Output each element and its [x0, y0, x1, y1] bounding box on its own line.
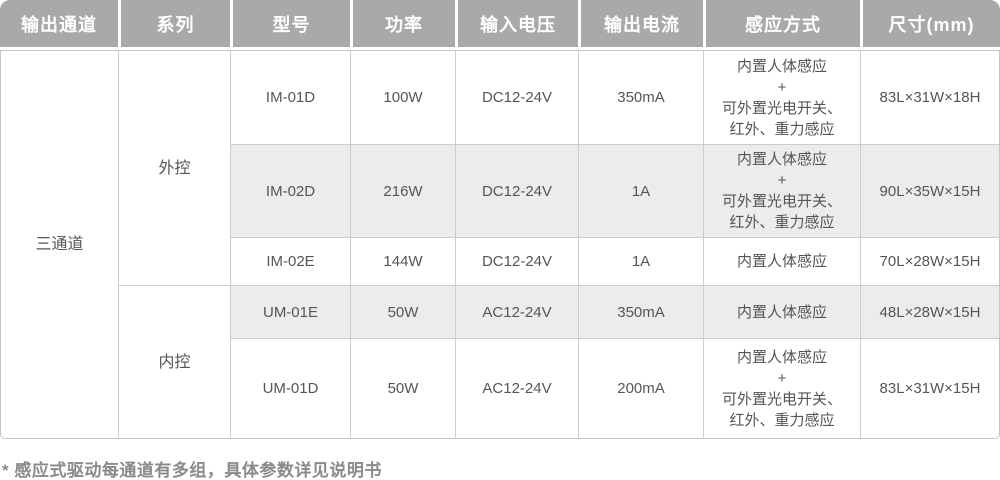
cell-series-external: 外控 [119, 51, 231, 286]
table-body: 三通道 外控 内控 IM-01D 100W DC12-24V 350mA 内置人… [0, 50, 1000, 439]
cell-power: 144W [351, 238, 456, 286]
cell-dimensions: 48L×28W×15H [861, 286, 999, 339]
header-cell-power: 功率 [350, 0, 455, 47]
cell-power: 50W [351, 339, 456, 438]
header-cell-sensing-mode: 感应方式 [703, 0, 860, 47]
cell-model: IM-01D [231, 51, 351, 145]
cell-model: UM-01D [231, 339, 351, 438]
cell-dimensions: 90L×35W×15H [861, 145, 999, 238]
cell-sensing-mode: 内置人体感应 [704, 238, 861, 286]
cell-power: 50W [351, 286, 456, 339]
cell-output-current: 1A [579, 145, 704, 238]
cell-dimensions: 83L×31W×15H [861, 339, 999, 438]
header-cell-input-voltage: 输入电压 [455, 0, 578, 47]
header-cell-model: 型号 [230, 0, 350, 47]
cell-output-current: 1A [579, 238, 704, 286]
cell-model: IM-02E [231, 238, 351, 286]
cell-dimensions: 83L×31W×18H [861, 51, 999, 145]
cell-input-voltage: AC12-24V [456, 339, 579, 438]
cell-power: 216W [351, 145, 456, 238]
cell-sensing-mode: 内置人体感应 + 可外置光电开关、 红外、重力感应 [704, 339, 861, 438]
cell-sensing-mode: 内置人体感应 [704, 286, 861, 339]
cell-input-voltage: DC12-24V [456, 145, 579, 238]
header-cell-output-current: 输出电流 [578, 0, 703, 47]
header-cell-dimensions: 尺寸(mm) [860, 0, 1000, 47]
cell-output-current: 350mA [579, 51, 704, 145]
cell-output-current: 350mA [579, 286, 704, 339]
cell-sensing-mode: 内置人体感应 + 可外置光电开关、 红外、重力感应 [704, 51, 861, 145]
cell-channel-group: 三通道 [1, 51, 119, 438]
cell-input-voltage: DC12-24V [456, 238, 579, 286]
cell-output-current: 200mA [579, 339, 704, 438]
cell-input-voltage: DC12-24V [456, 51, 579, 145]
table-footnote: * 感应式驱动每通道有多组，具体参数详见说明书 [2, 461, 382, 480]
header-cell-output-channel: 输出通道 [0, 0, 118, 47]
cell-power: 100W [351, 51, 456, 145]
cell-sensing-mode: 内置人体感应 + 可外置光电开关、 红外、重力感应 [704, 145, 861, 238]
cell-dimensions: 70L×28W×15H [861, 238, 999, 286]
table-header-row: 输出通道 系列 型号 功率 输入电压 输出电流 感应方式 尺寸(mm) [0, 0, 1000, 47]
cell-series-internal: 内控 [119, 286, 231, 438]
cell-model: IM-02D [231, 145, 351, 238]
cell-input-voltage: AC12-24V [456, 286, 579, 339]
cell-model: UM-01E [231, 286, 351, 339]
header-cell-series: 系列 [118, 0, 230, 47]
